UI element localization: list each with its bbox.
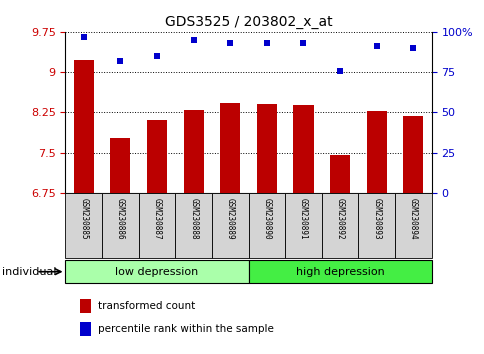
Point [408,45,416,51]
Text: GSM230885: GSM230885 [79,198,88,240]
Text: GSM230893: GSM230893 [371,198,380,240]
Bar [358,193,394,258]
Bar [65,193,102,258]
Bar [138,193,175,258]
Bar [321,193,358,258]
Text: GSM230889: GSM230889 [225,198,234,240]
Bar [65,260,248,283]
Text: individual: individual [2,267,57,277]
Text: transformed count: transformed count [98,301,195,311]
Text: GSM230888: GSM230888 [189,198,198,240]
Bar [110,138,130,193]
Bar [293,105,313,193]
Point [262,40,270,46]
Point [226,40,234,46]
Bar [285,193,321,258]
Point [153,53,161,59]
Point [189,37,197,43]
Bar [248,260,431,283]
Text: low depression: low depression [115,267,198,277]
Bar [256,104,276,193]
Bar [220,103,240,193]
Bar [175,193,212,258]
Bar [183,110,203,193]
Point [335,68,343,73]
Text: GSM230891: GSM230891 [298,198,307,240]
Text: GSM230886: GSM230886 [116,198,125,240]
Point [372,44,380,49]
Point [116,58,124,64]
Bar [248,193,285,258]
Bar [366,111,386,193]
Title: GDS3525 / 203802_x_at: GDS3525 / 203802_x_at [165,16,332,29]
Bar [402,116,423,193]
Text: GSM230892: GSM230892 [335,198,344,240]
Point [299,40,307,46]
Bar [329,155,349,193]
Bar [74,60,94,193]
Bar [147,120,167,193]
Text: percentile rank within the sample: percentile rank within the sample [98,324,273,334]
Text: high depression: high depression [295,267,384,277]
Point [80,34,88,40]
Bar [394,193,431,258]
Text: GSM230887: GSM230887 [152,198,161,240]
Bar [212,193,248,258]
Bar [102,193,138,258]
Text: GSM230890: GSM230890 [262,198,271,240]
Text: GSM230894: GSM230894 [408,198,417,240]
